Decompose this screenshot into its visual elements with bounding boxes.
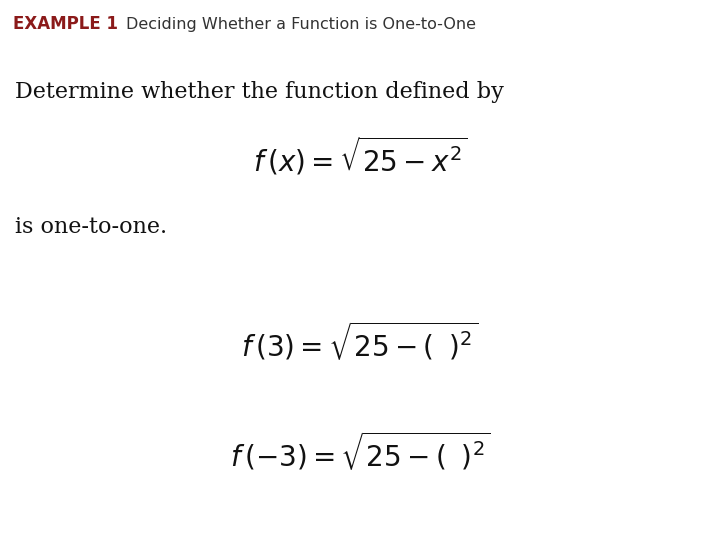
Text: $f\,(3) = \sqrt{25-(\;\;)^{2}}$: $f\,(3) = \sqrt{25-(\;\;)^{2}}$ — [241, 319, 479, 363]
Text: is one-to-one.: is one-to-one. — [15, 216, 167, 238]
Text: Deciding Whether a Function is One-to-One: Deciding Whether a Function is One-to-On… — [126, 17, 476, 31]
Text: Determine whether the function defined by: Determine whether the function defined b… — [15, 81, 504, 103]
Text: $f\,(x) = \sqrt{25-x^2}$: $f\,(x) = \sqrt{25-x^2}$ — [253, 134, 467, 177]
Text: EXAMPLE 1: EXAMPLE 1 — [13, 15, 118, 33]
Text: $f\,(-3) = \sqrt{25-(\;\;)^{2}}$: $f\,(-3) = \sqrt{25-(\;\;)^{2}}$ — [230, 429, 490, 472]
